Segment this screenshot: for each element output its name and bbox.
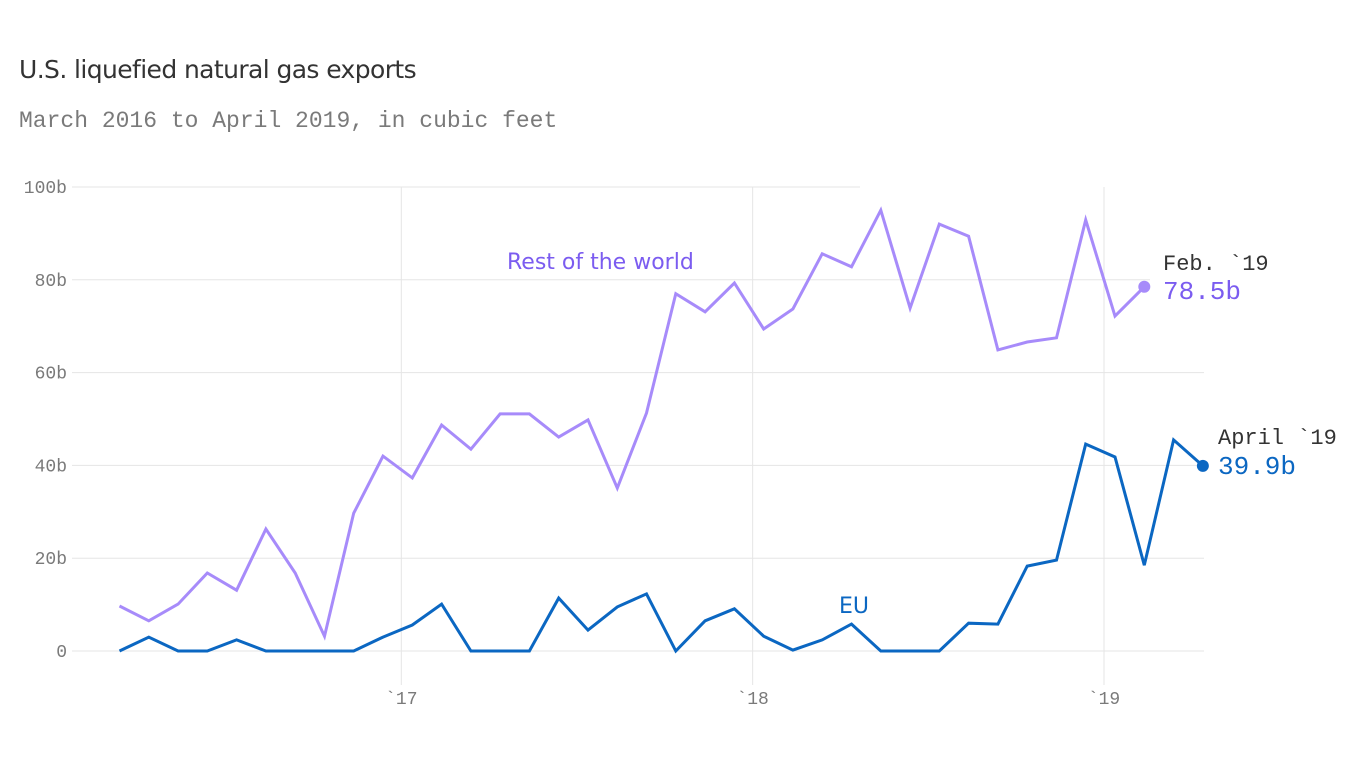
y-tick-label: 100b <box>24 179 67 199</box>
rest-end-date-label: Feb. `19 <box>1163 252 1269 277</box>
x-tick-label: `18 <box>736 690 768 710</box>
eu-end-date-label: April `19 <box>1218 426 1337 451</box>
chart-title: U.S. liquefied natural gas exports <box>19 55 417 84</box>
eu-end-value-label: 39.9b <box>1218 452 1296 482</box>
x-axis-ticks: `17 `18 `19 <box>385 690 1120 710</box>
y-tick-label: 20b <box>35 550 67 570</box>
eu-line <box>118 437 1204 654</box>
rest-end-value-label: 78.5b <box>1163 277 1241 307</box>
gridlines <box>72 186 1204 685</box>
rest-of-world-line <box>118 206 1146 641</box>
y-tick-label: 0 <box>56 643 67 663</box>
eu-end-marker <box>1196 459 1209 472</box>
rest-of-world-series-label: Rest of the world <box>507 250 694 275</box>
y-tick-label: 60b <box>35 365 67 385</box>
y-tick-label: 80b <box>35 272 67 292</box>
y-axis-ticks: 0 20b 40b 60b 80b 100b <box>24 179 67 663</box>
x-tick-label: `19 <box>1088 690 1120 710</box>
chart-subtitle: March 2016 to April 2019, in cubic feet <box>19 108 558 134</box>
rest-of-world-end-marker <box>1138 280 1151 293</box>
eu-series-label: EU <box>839 594 869 619</box>
x-tick-label: `17 <box>385 690 417 710</box>
y-tick-label: 40b <box>35 457 67 477</box>
